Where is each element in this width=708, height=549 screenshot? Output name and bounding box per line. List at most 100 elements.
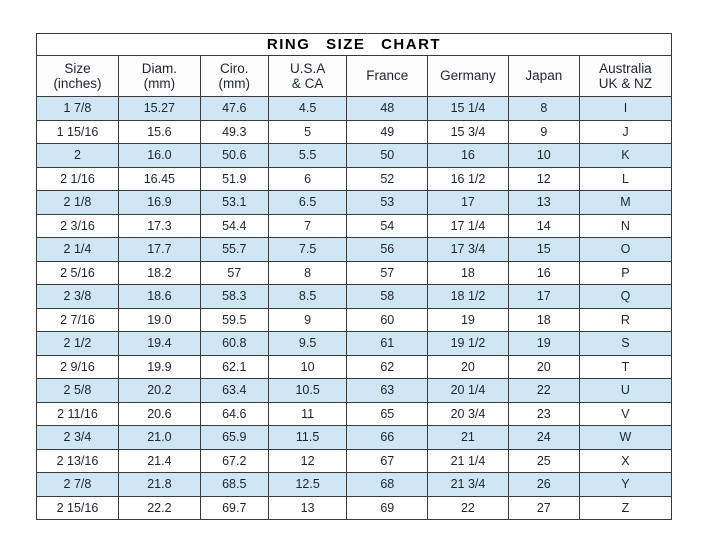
cell-usa_ca: 12.5: [267, 472, 348, 497]
column-header-diam_mm: Diam. (mm): [117, 55, 201, 97]
cell-ciro_mm: 62.1: [199, 354, 269, 379]
table-row: 2 3/16 17.3 54.4 7 54 17 1/4 14 N: [36, 213, 673, 238]
cell-japan: 13: [507, 190, 580, 215]
cell-usa_ca: 8: [267, 260, 348, 285]
cell-ciro_mm: 57: [199, 260, 269, 285]
cell-japan: 19: [507, 331, 580, 356]
cell-australia_uk_nz: M: [578, 190, 673, 215]
cell-japan: 23: [507, 401, 580, 426]
title-row: RING SIZE CHART: [36, 33, 672, 56]
table-row: 2 7/8 21.8 68.5 12.5 68 21 3/4 26 Y: [36, 472, 673, 497]
cell-australia_uk_nz: N: [578, 213, 673, 238]
cell-ciro_mm: 51.9: [199, 166, 269, 191]
chart-title: RING SIZE CHART: [36, 33, 672, 56]
cell-diam_mm: 19.0: [117, 307, 201, 332]
cell-france: 65: [346, 401, 429, 426]
cell-france: 60: [346, 307, 429, 332]
cell-ciro_mm: 60.8: [199, 331, 269, 356]
cell-australia_uk_nz: P: [578, 260, 673, 285]
cell-usa_ca: 5: [267, 119, 348, 144]
column-header-ciro_mm: Ciro. (mm): [199, 55, 269, 97]
cell-diam_mm: 17.7: [117, 237, 201, 262]
cell-japan: 17: [507, 284, 580, 309]
cell-germany: 21 3/4: [427, 472, 509, 497]
cell-germany: 20 3/4: [427, 401, 509, 426]
cell-france: 53: [346, 190, 429, 215]
cell-japan: 10: [507, 143, 580, 168]
cell-diam_mm: 21.8: [117, 472, 201, 497]
cell-size_inches: 1 7/8: [36, 96, 119, 121]
cell-ciro_mm: 49.3: [199, 119, 269, 144]
cell-size_inches: 2 3/16: [36, 213, 119, 238]
cell-diam_mm: 19.4: [117, 331, 201, 356]
cell-germany: 22: [427, 495, 509, 520]
cell-japan: 14: [507, 213, 580, 238]
column-header-australia_uk_nz: Australia UK & NZ: [578, 55, 673, 97]
cell-australia_uk_nz: V: [578, 401, 673, 426]
column-header-france: France: [346, 55, 429, 97]
cell-australia_uk_nz: O: [578, 237, 673, 262]
cell-australia_uk_nz: L: [578, 166, 673, 191]
cell-australia_uk_nz: Y: [578, 472, 673, 497]
cell-size_inches: 1 15/16: [36, 119, 119, 144]
cell-australia_uk_nz: Z: [578, 495, 673, 520]
cell-ciro_mm: 47.6: [199, 96, 269, 121]
table-row: 2 5/16 18.2 57 8 57 18 16 P: [36, 260, 673, 285]
cell-diam_mm: 15.27: [117, 96, 201, 121]
cell-japan: 12: [507, 166, 580, 191]
cell-japan: 24: [507, 425, 580, 450]
cell-france: 48: [346, 96, 429, 121]
cell-france: 49: [346, 119, 429, 144]
cell-diam_mm: 21.0: [117, 425, 201, 450]
cell-japan: 9: [507, 119, 580, 144]
cell-ciro_mm: 58.3: [199, 284, 269, 309]
cell-size_inches: 2 3/8: [36, 284, 119, 309]
cell-australia_uk_nz: R: [578, 307, 673, 332]
table-row: 2 1/8 16.9 53.1 6.5 53 17 13 M: [36, 190, 673, 215]
column-header-usa_ca: U.S.A & CA: [267, 55, 348, 97]
cell-germany: 18 1/2: [427, 284, 509, 309]
cell-france: 66: [346, 425, 429, 450]
cell-usa_ca: 4.5: [267, 96, 348, 121]
column-header-size_inches: Size (inches): [36, 55, 119, 97]
cell-france: 67: [346, 448, 429, 473]
cell-size_inches: 2: [36, 143, 119, 168]
cell-france: 54: [346, 213, 429, 238]
cell-ciro_mm: 54.4: [199, 213, 269, 238]
cell-japan: 22: [507, 378, 580, 403]
table-row: 2 3/8 18.6 58.3 8.5 58 18 1/2 17 Q: [36, 284, 673, 309]
cell-diam_mm: 15.6: [117, 119, 201, 144]
cell-france: 52: [346, 166, 429, 191]
cell-germany: 16 1/2: [427, 166, 509, 191]
cell-usa_ca: 10.5: [267, 378, 348, 403]
table-row: 2 15/16 22.2 69.7 13 69 22 27 Z: [36, 495, 673, 520]
cell-ciro_mm: 68.5: [199, 472, 269, 497]
cell-japan: 26: [507, 472, 580, 497]
cell-japan: 15: [507, 237, 580, 262]
cell-ciro_mm: 65.9: [199, 425, 269, 450]
cell-usa_ca: 11.5: [267, 425, 348, 450]
cell-australia_uk_nz: X: [578, 448, 673, 473]
cell-usa_ca: 6.5: [267, 190, 348, 215]
ring-size-chart-page: RING SIZE CHART Size (inches) Diam. (mm) Cir…: [36, 33, 673, 520]
cell-size_inches: 2 1/2: [36, 331, 119, 356]
table-row: 2 1/4 17.7 55.7 7.5 56 17 3/4 15 O: [36, 237, 673, 262]
table-row: 1 15/16 15.6 49.3 5 49 15 3/4 9 J: [36, 119, 673, 144]
cell-germany: 16: [427, 143, 509, 168]
column-header-germany: Germany: [427, 55, 509, 97]
cell-germany: 18: [427, 260, 509, 285]
cell-australia_uk_nz: K: [578, 143, 673, 168]
cell-size_inches: 2 13/16: [36, 448, 119, 473]
cell-size_inches: 2 3/4: [36, 425, 119, 450]
cell-usa_ca: 12: [267, 448, 348, 473]
cell-france: 63: [346, 378, 429, 403]
cell-france: 62: [346, 354, 429, 379]
cell-usa_ca: 7: [267, 213, 348, 238]
column-header-row: Size (inches) Diam. (mm) Ciro. (mm) U.S.A & CA F…: [36, 55, 673, 97]
table-row: 2 1/16 16.45 51.9 6 52 16 1/2 12 L: [36, 166, 673, 191]
cell-germany: 20: [427, 354, 509, 379]
table-row: 2 1/2 19.4 60.8 9.5 61 19 1/2 19 S: [36, 331, 673, 356]
cell-australia_uk_nz: W: [578, 425, 673, 450]
cell-diam_mm: 22.2: [117, 495, 201, 520]
cell-germany: 21 1/4: [427, 448, 509, 473]
